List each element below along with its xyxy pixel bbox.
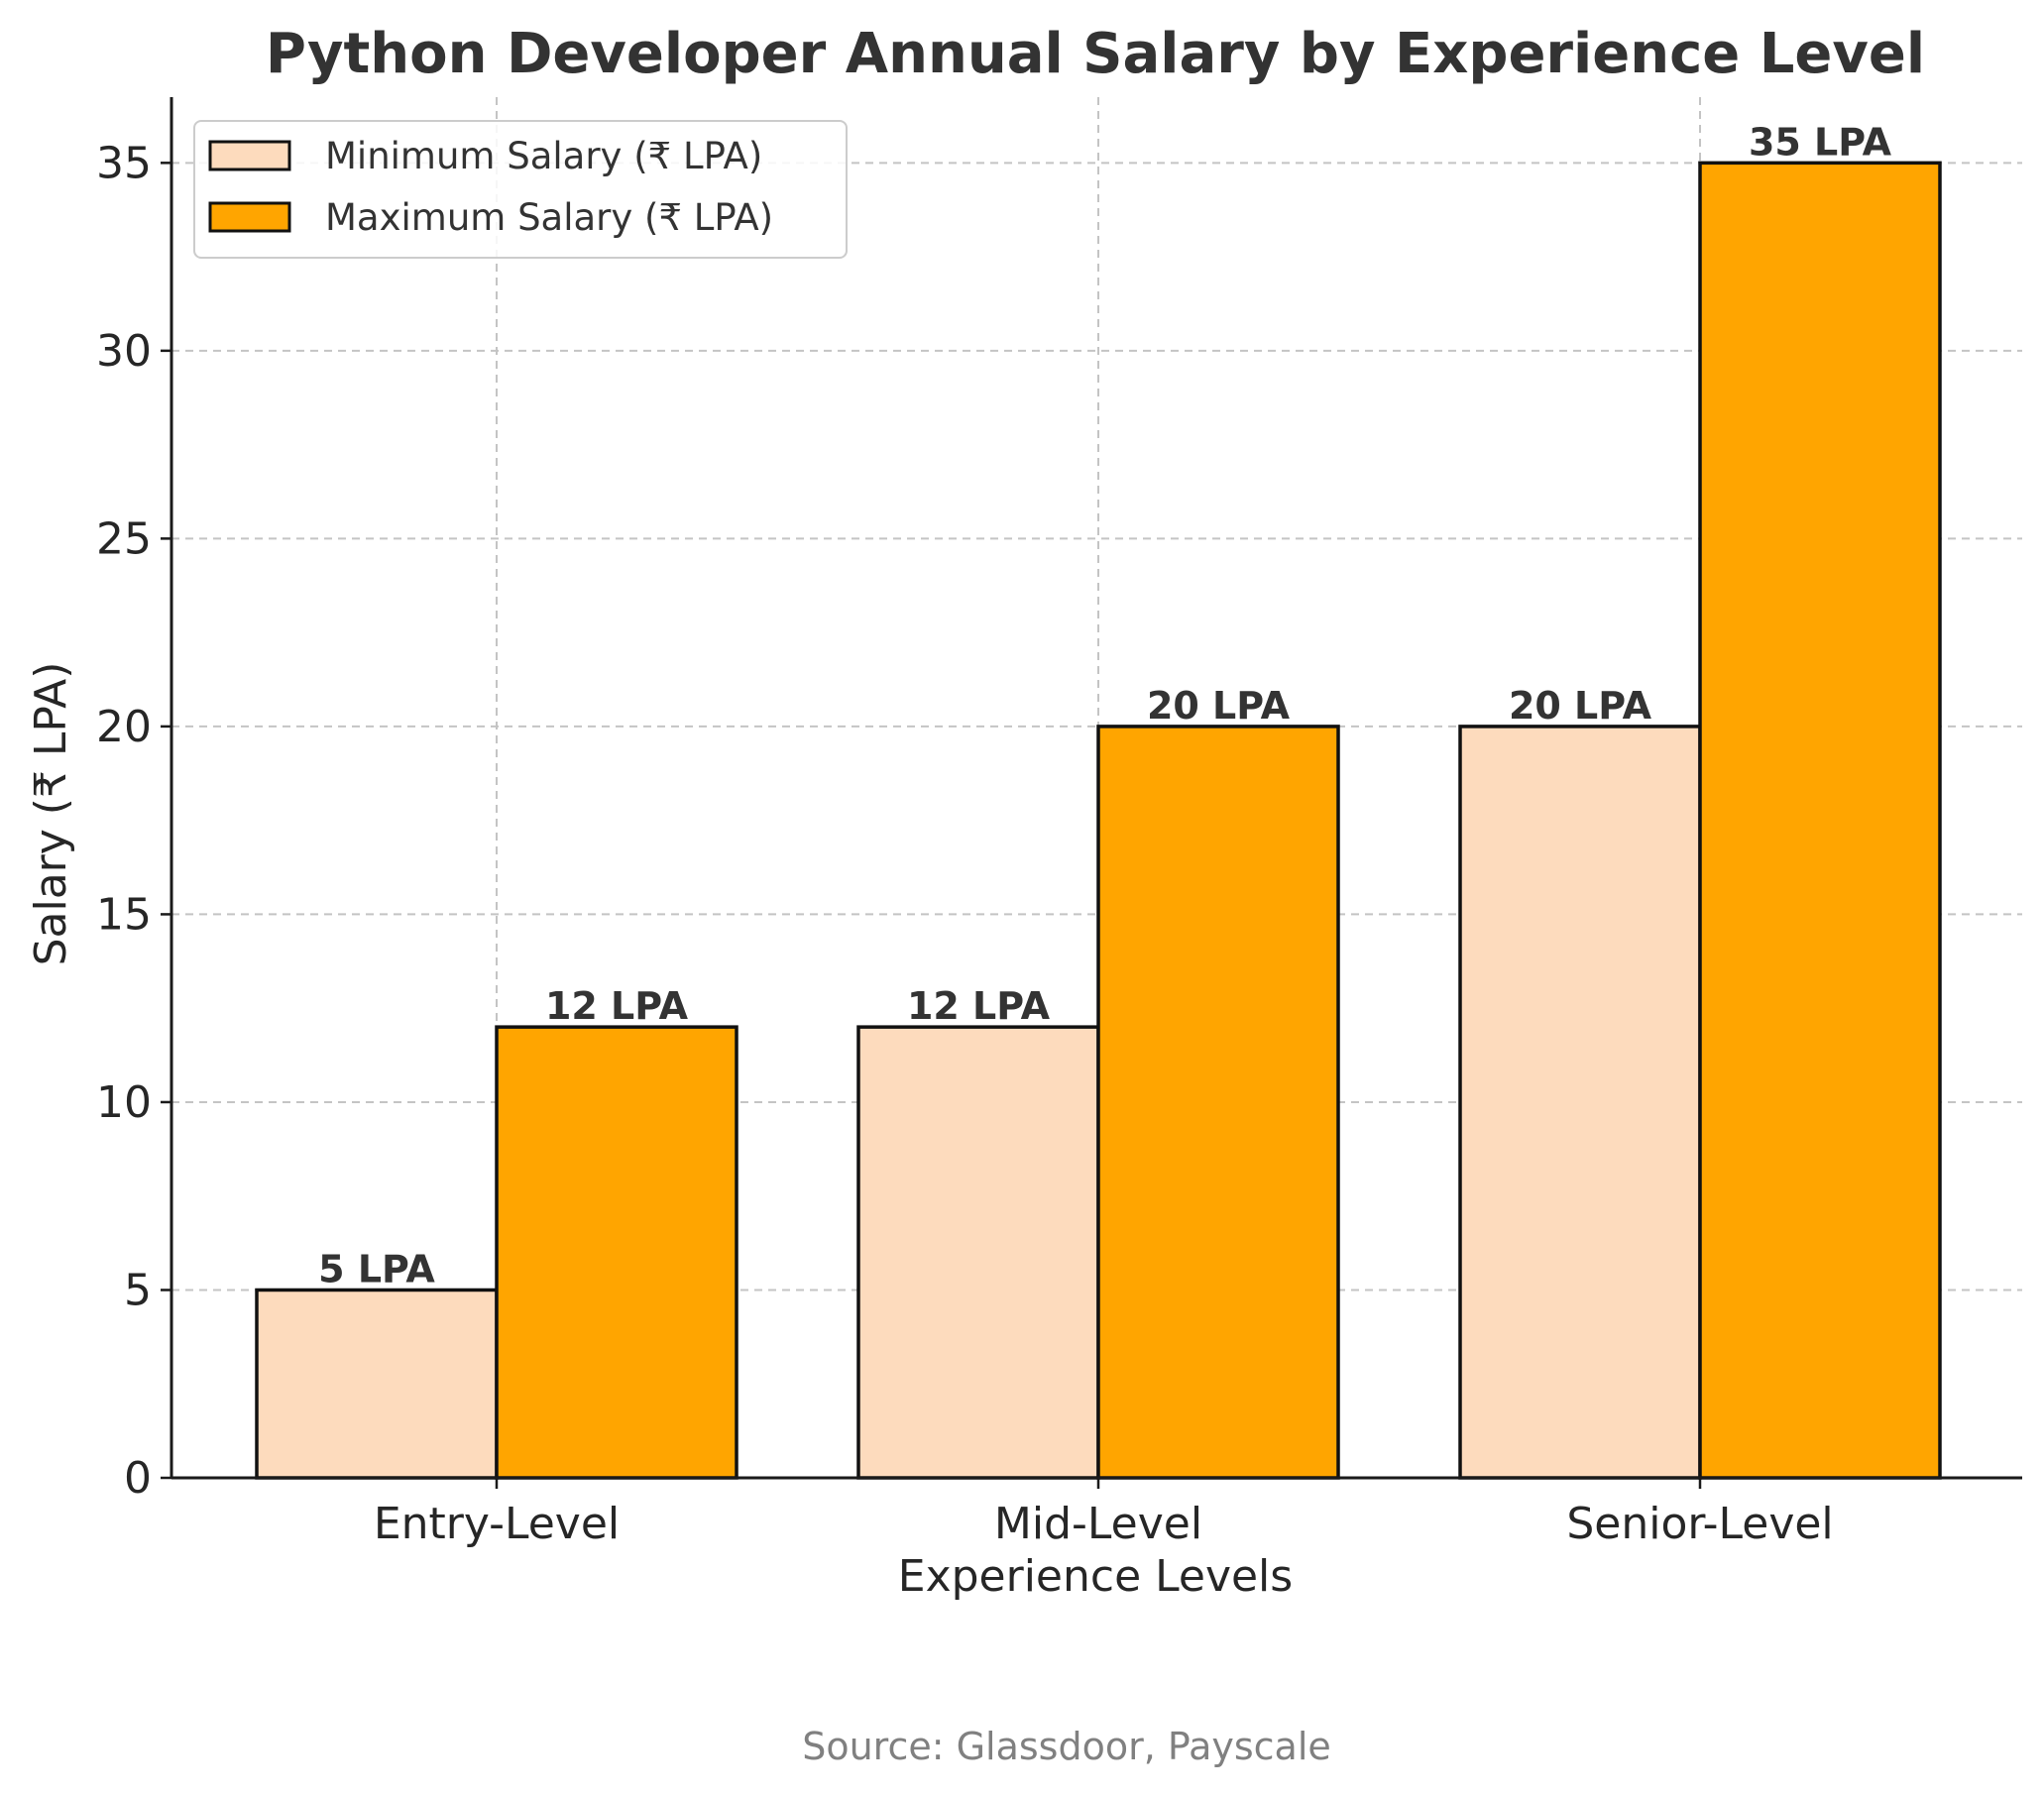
- y-tick-label: 20: [96, 702, 152, 752]
- legend-label-minimum: Minimum Salary (₹ LPA): [325, 135, 762, 177]
- legend: Minimum Salary (₹ LPA) Maximum Salary (₹…: [193, 120, 848, 259]
- y-tick-label: 5: [124, 1265, 152, 1315]
- x-axis-label: Experience Levels: [898, 1551, 1293, 1602]
- legend-swatch-maximum: [208, 201, 291, 233]
- legend-label-maximum: Maximum Salary (₹ LPA): [325, 196, 773, 239]
- y-tick-label: 25: [96, 513, 152, 564]
- chart-title: Python Developer Annual Salary by Experi…: [266, 22, 1925, 86]
- bars-layer: [255, 161, 1942, 1480]
- bar-value-label: 35 LPA: [1749, 120, 1892, 164]
- bar-value-label: 12 LPA: [907, 984, 1051, 1028]
- axes-layer: [161, 97, 2022, 1489]
- bar-maximum-mid-level: [1096, 725, 1340, 1480]
- source-note: Source: Glassdoor, Payscale: [802, 1725, 1331, 1768]
- y-axis-label: Salary (₹ LPA): [26, 662, 76, 966]
- bar-maximum-senior-level: [1698, 161, 1942, 1480]
- bar-value-label: 20 LPA: [1509, 684, 1652, 728]
- bar-minimum-mid-level: [856, 1025, 1100, 1480]
- legend-frame: [193, 120, 848, 259]
- y-tick-label: 0: [124, 1453, 152, 1504]
- bar-minimum-entry-level: [255, 1288, 499, 1480]
- bar-value-label: 5 LPA: [318, 1247, 435, 1291]
- bar-maximum-entry-level: [495, 1025, 738, 1480]
- bar-minimum-senior-level: [1458, 725, 1702, 1480]
- bar-value-label: 12 LPA: [545, 984, 689, 1028]
- y-tick-label: 15: [96, 889, 152, 940]
- x-tick-label: Senior-Level: [1566, 1499, 1833, 1549]
- x-tick-label: Entry-Level: [374, 1499, 620, 1549]
- y-tick-label: 10: [96, 1077, 152, 1128]
- legend-swatch-minimum: [208, 140, 291, 171]
- x-tick-label: Mid-Level: [994, 1499, 1202, 1549]
- bar-value-label: 20 LPA: [1147, 684, 1291, 728]
- labels-layer: 5 LPA 12 LPA 20 LPA 12 LPA 20 LPA 35 LPA 0 5 10 1…: [96, 120, 1892, 1549]
- y-tick-label: 30: [96, 326, 152, 377]
- y-tick-label: 35: [96, 138, 152, 188]
